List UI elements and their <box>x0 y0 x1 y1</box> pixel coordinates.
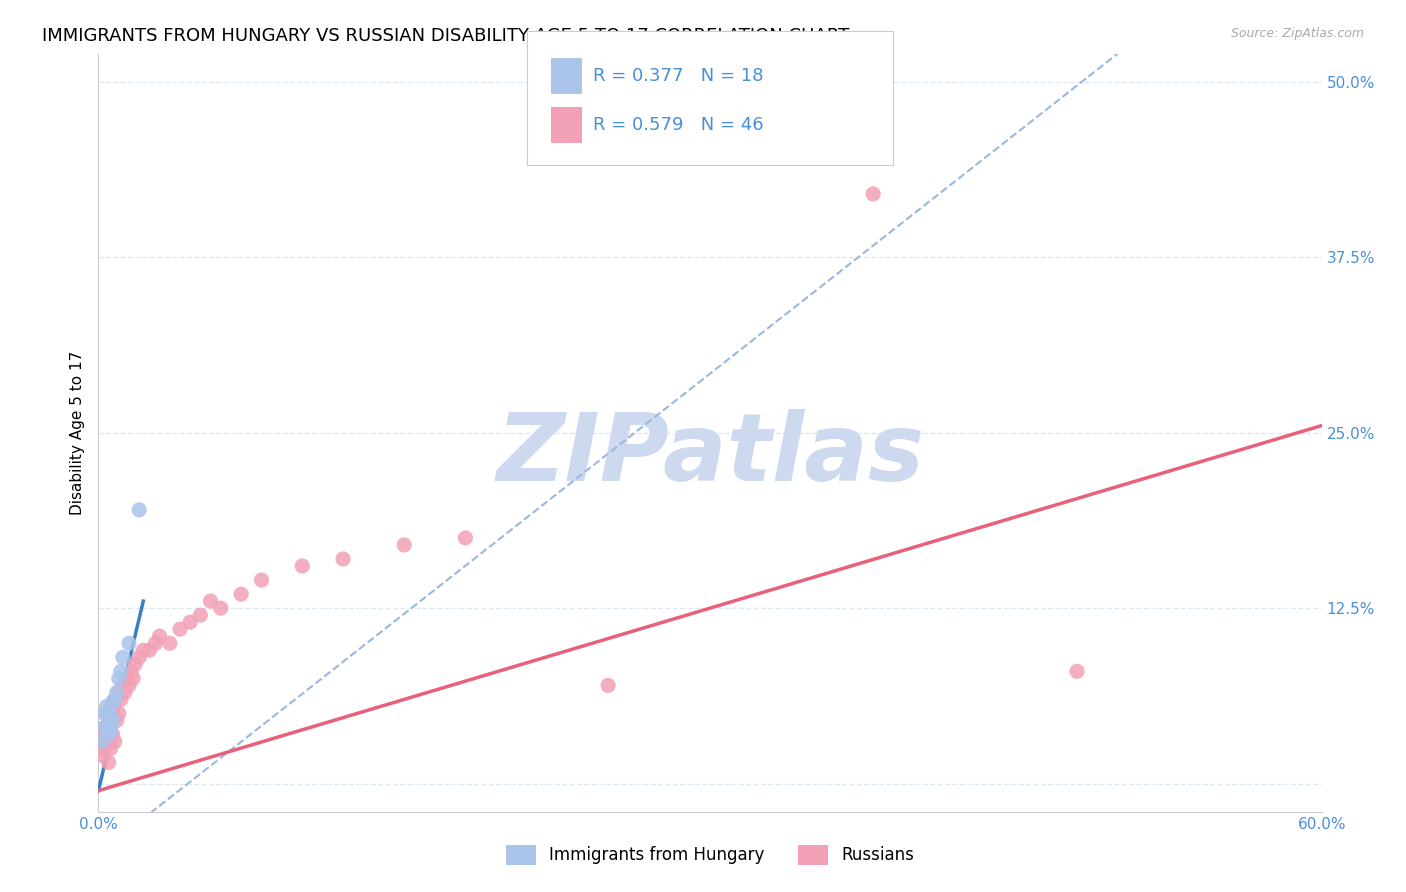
Point <box>101 695 124 709</box>
Point <box>118 678 141 692</box>
Point <box>96 734 118 748</box>
Point <box>93 721 115 735</box>
Point <box>93 741 115 756</box>
Point <box>149 629 172 643</box>
Point <box>1066 665 1088 679</box>
Point <box>145 636 167 650</box>
Point <box>392 538 416 552</box>
Point <box>110 665 132 679</box>
Point <box>128 650 150 665</box>
Point <box>91 748 114 763</box>
Point <box>120 665 142 679</box>
Point <box>159 636 181 650</box>
Point <box>108 706 131 721</box>
Point <box>110 692 132 706</box>
Point <box>128 503 150 517</box>
Point <box>105 685 128 699</box>
Point <box>101 699 124 714</box>
Point <box>91 734 114 748</box>
Point <box>100 706 122 721</box>
Point <box>862 186 884 201</box>
Point <box>169 622 191 636</box>
Point <box>96 706 118 721</box>
Point <box>598 678 620 692</box>
Point <box>122 671 145 685</box>
Point <box>100 741 122 756</box>
Point <box>124 657 146 672</box>
Legend: Immigrants from Hungary, Russians: Immigrants from Hungary, Russians <box>499 838 921 871</box>
Point <box>96 706 118 721</box>
Point <box>114 685 136 699</box>
Point <box>104 692 127 706</box>
Point <box>104 734 127 748</box>
Point <box>93 706 115 721</box>
Point <box>111 650 134 665</box>
Point <box>291 559 314 574</box>
Point <box>250 573 273 587</box>
Point <box>111 678 134 692</box>
Point <box>108 685 131 699</box>
Point <box>118 636 141 650</box>
Text: ZIPatlas: ZIPatlas <box>496 409 924 501</box>
Point <box>138 643 160 657</box>
Point <box>132 643 155 657</box>
Text: Source: ZipAtlas.com: Source: ZipAtlas.com <box>1230 27 1364 40</box>
Point <box>209 601 232 615</box>
Point <box>104 692 127 706</box>
Point <box>93 721 115 735</box>
Point <box>100 709 122 723</box>
Point <box>91 727 114 741</box>
Y-axis label: Disability Age 5 to 17: Disability Age 5 to 17 <box>69 351 84 515</box>
Point <box>97 756 120 770</box>
Point <box>89 734 111 748</box>
Point <box>454 531 477 545</box>
Text: R = 0.377   N = 18: R = 0.377 N = 18 <box>593 67 763 85</box>
Point <box>179 615 201 630</box>
Point <box>108 671 131 685</box>
Point <box>101 714 124 728</box>
Point <box>101 727 124 741</box>
Point <box>100 723 122 738</box>
Point <box>231 587 253 601</box>
Point <box>332 552 354 566</box>
Point <box>96 699 118 714</box>
Point <box>97 714 120 728</box>
Point <box>115 671 138 685</box>
Point <box>97 727 120 741</box>
Point <box>97 717 120 731</box>
Point <box>200 594 222 608</box>
Point <box>105 714 128 728</box>
Point <box>188 608 212 623</box>
Text: IMMIGRANTS FROM HUNGARY VS RUSSIAN DISABILITY AGE 5 TO 17 CORRELATION CHART: IMMIGRANTS FROM HUNGARY VS RUSSIAN DISAB… <box>42 27 849 45</box>
Text: R = 0.579   N = 46: R = 0.579 N = 46 <box>593 116 763 134</box>
